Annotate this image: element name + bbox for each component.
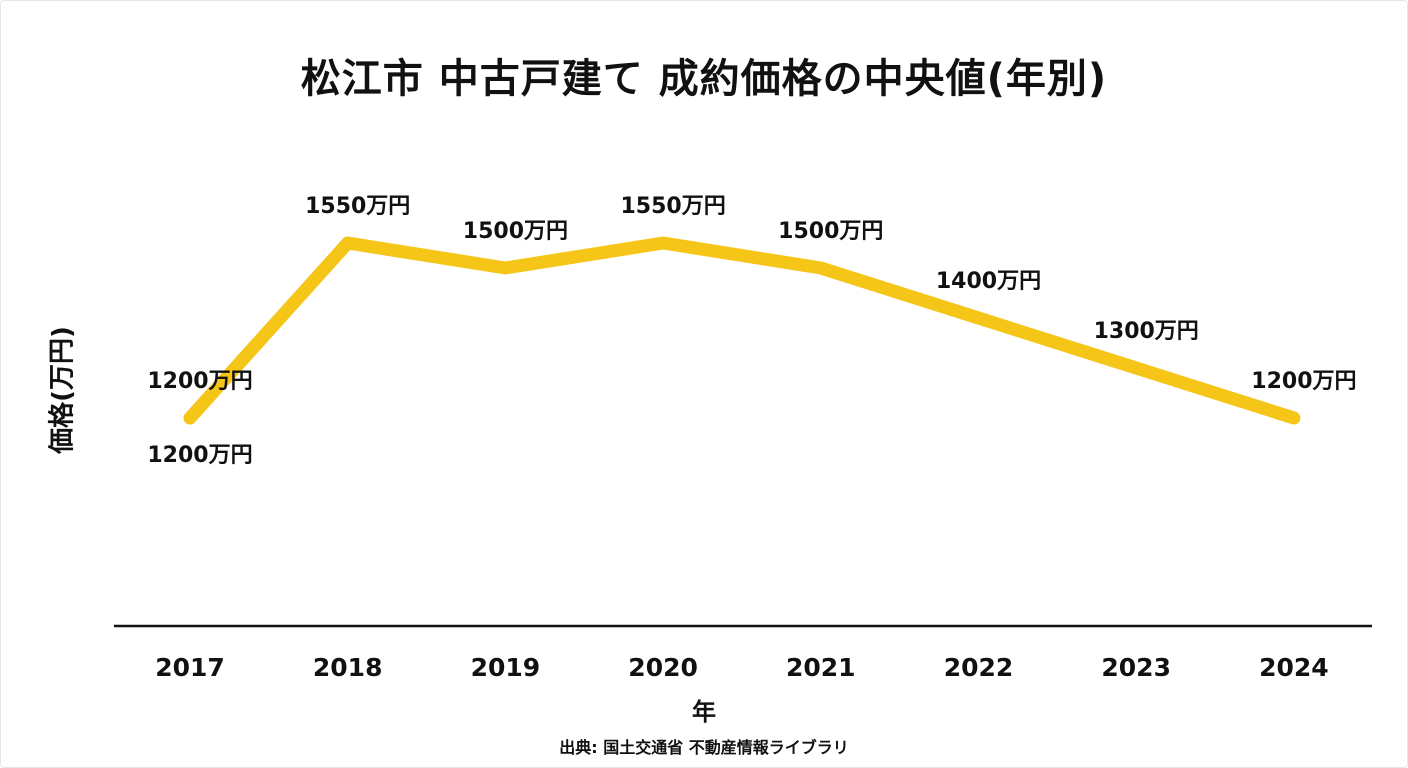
data-label-2018: 1550万円: [305, 194, 410, 219]
source-note: 出典: 国土交通省 不動産情報ライブラリ: [559, 738, 849, 757]
x-tick-label-2023: 2023: [1101, 653, 1171, 682]
x-tick-label-2019: 2019: [471, 653, 541, 682]
x-tick-label-2018: 2018: [313, 653, 383, 682]
x-tick-label-2022: 2022: [944, 653, 1014, 682]
data-label-2022: 1400万円: [936, 269, 1041, 294]
data-label-2024: 1200万円: [1251, 369, 1356, 394]
data-label-2020: 1550万円: [620, 194, 725, 219]
x-tick-label-2021: 2021: [786, 653, 856, 682]
x-axis-label: 年: [692, 698, 716, 726]
data-label-2021: 1500万円: [778, 219, 883, 244]
series-line: [183, 236, 1301, 425]
x-tick-label-2020: 2020: [628, 653, 698, 682]
chart-title: 松江市 中古戸建て 成約価格の中央値(年別): [300, 56, 1108, 102]
data-label-2017: 1200万円: [147, 369, 252, 394]
x-tick-label-2017: 2017: [155, 653, 225, 682]
x-tick-label-2024: 2024: [1259, 653, 1329, 682]
data-label-2023: 1300万円: [1094, 319, 1199, 344]
extra-annotation-0: 1200万円: [147, 443, 252, 468]
data-label-2019: 1500万円: [463, 219, 568, 244]
